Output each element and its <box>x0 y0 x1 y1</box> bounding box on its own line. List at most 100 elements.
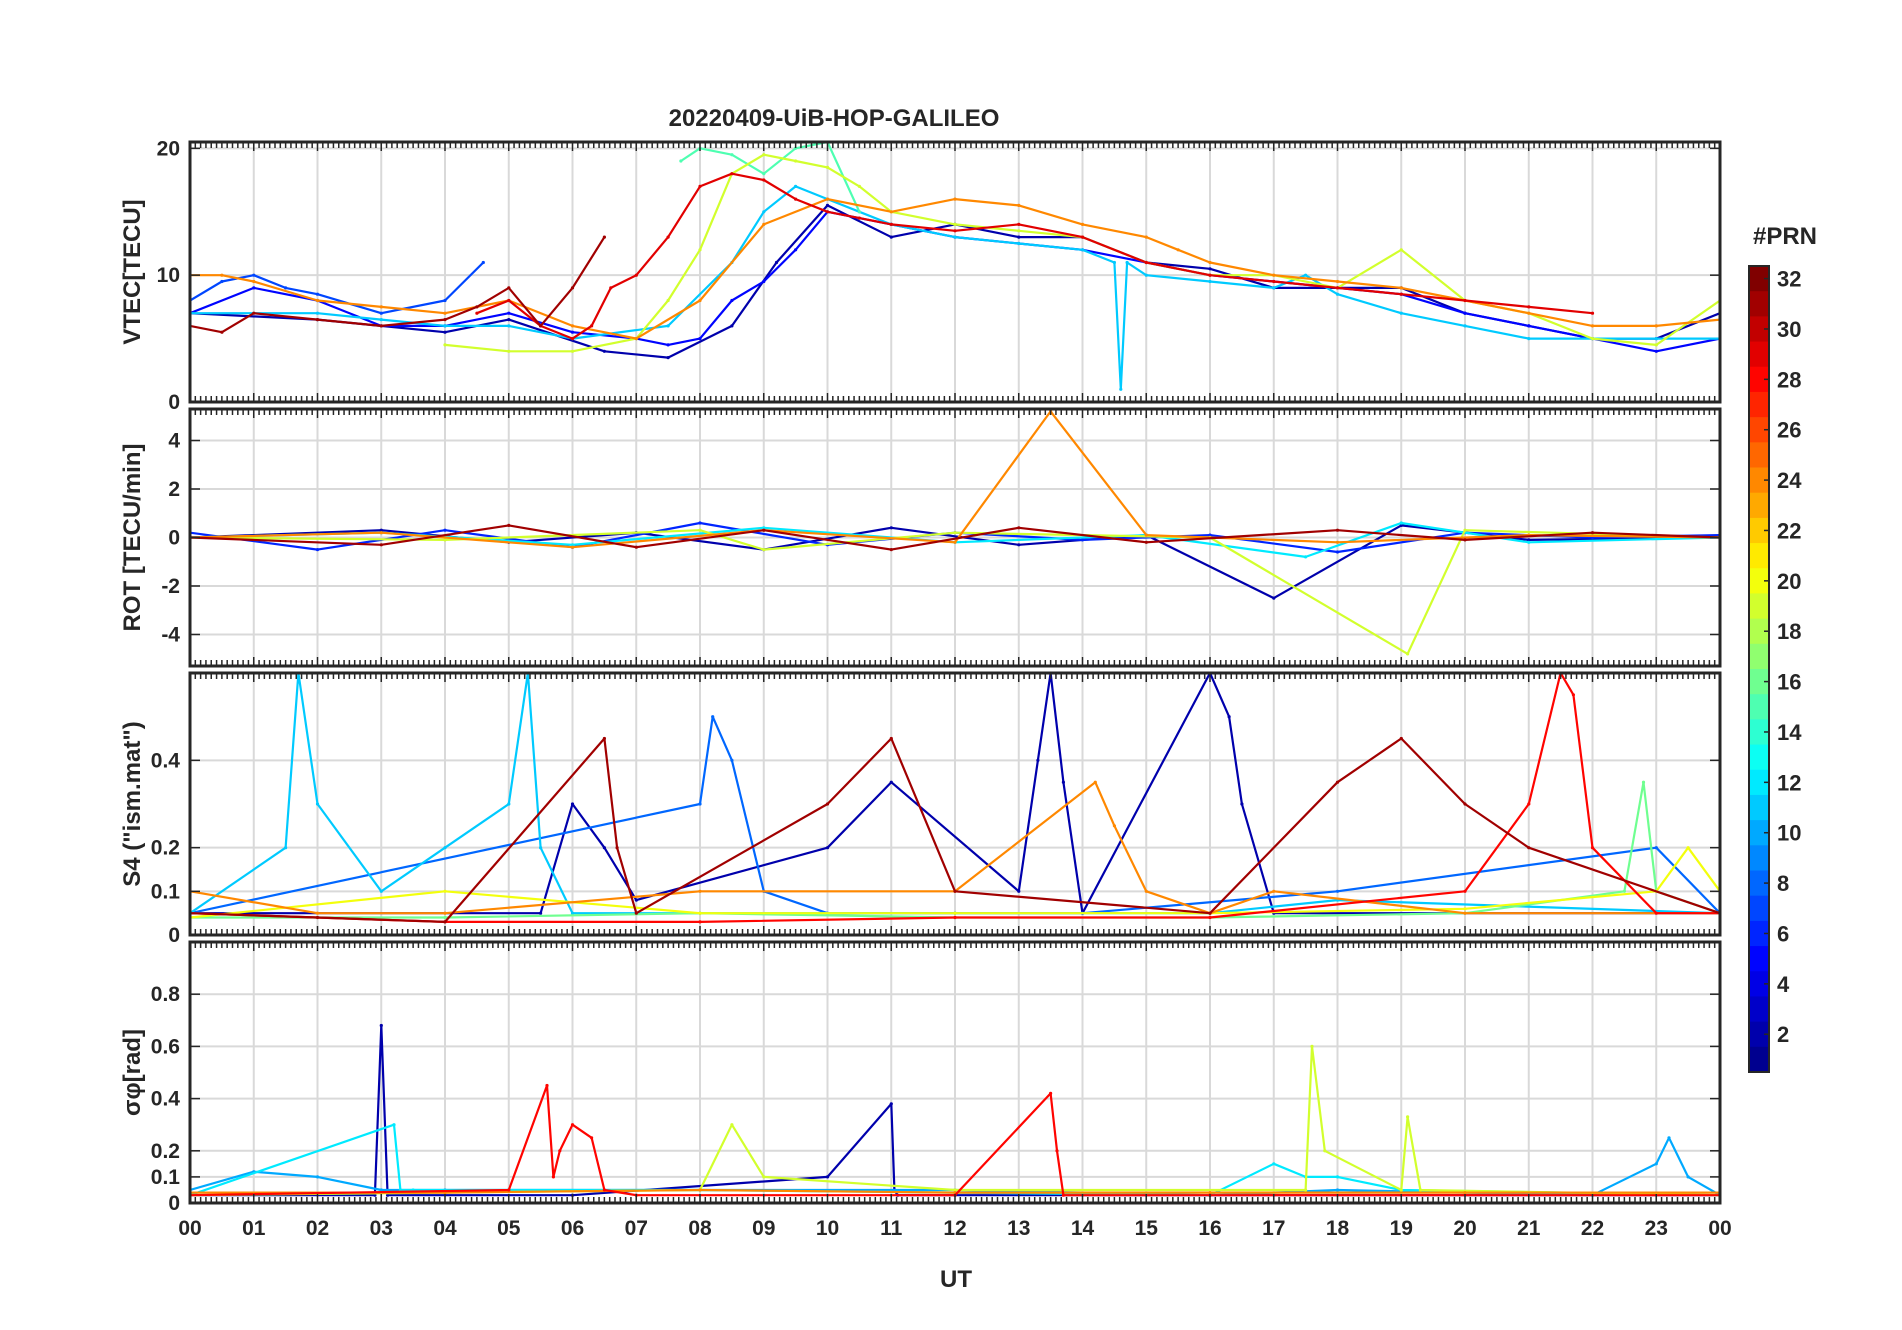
data-point <box>1654 1162 1658 1166</box>
data-point <box>953 531 957 535</box>
series-line-prn-29 <box>476 172 1593 340</box>
colorbar-segment <box>1749 517 1769 544</box>
data-point <box>602 1188 607 1192</box>
colorbar-tick-label: 18 <box>1777 619 1801 644</box>
data-point <box>953 197 957 201</box>
data-point <box>1272 279 1276 284</box>
data-point <box>570 286 575 290</box>
data-point <box>315 292 320 296</box>
data-point <box>539 324 543 328</box>
series-line-prn-31 <box>190 524 1720 551</box>
data-point <box>1017 222 1021 226</box>
data-point <box>730 758 734 762</box>
y-tick-label: 0.2 <box>151 837 180 860</box>
data-point <box>762 210 766 214</box>
data-point <box>1590 846 1595 850</box>
series-line-prn-2 <box>190 1024 1720 1197</box>
data-point <box>1654 911 1658 915</box>
data-point <box>698 298 702 303</box>
data-point <box>953 222 957 226</box>
data-point <box>443 324 447 328</box>
data-point <box>1686 846 1690 850</box>
data-point <box>379 1188 383 1192</box>
data-point <box>570 349 575 353</box>
y-tick-label: 4 <box>168 430 180 453</box>
x-tick-label: 21 <box>1517 1217 1541 1240</box>
data-point <box>1399 736 1403 741</box>
series-line-prn-24 <box>190 410 1720 549</box>
data-point <box>443 528 447 532</box>
data-point <box>220 330 224 334</box>
data-point <box>475 311 479 315</box>
colorbar-segment <box>1749 316 1769 343</box>
data-point <box>315 915 320 920</box>
data-point <box>762 178 766 182</box>
data-point <box>1304 1188 1308 1192</box>
data-point <box>1335 889 1340 893</box>
data-point <box>1093 780 1097 784</box>
y-tick-label: 0 <box>168 1192 180 1215</box>
colorbar-tick-label: 8 <box>1777 871 1789 896</box>
data-point <box>825 802 830 806</box>
x-tick-label: 20 <box>1453 1217 1476 1240</box>
series-group <box>190 673 1720 924</box>
data-point <box>953 889 957 893</box>
colorbar-segment <box>1749 291 1769 317</box>
colorbar-tick-label: 24 <box>1777 468 1802 493</box>
data-point <box>730 172 734 176</box>
data-point <box>507 298 511 303</box>
y-tick-label: -4 <box>161 623 180 646</box>
data-point <box>315 318 320 322</box>
data-point <box>379 305 383 309</box>
data-point <box>443 920 447 924</box>
data-point <box>698 521 702 525</box>
series-line-prn-24 <box>190 781 1720 915</box>
data-point <box>762 528 766 532</box>
data-point <box>570 543 575 547</box>
data-point <box>379 889 383 893</box>
data-point <box>443 311 447 315</box>
panel-sigma_phi: 0 0.1 0.2 0.4 0.6 0.8σφ[rad] <box>119 940 1722 1215</box>
data-point <box>762 279 766 284</box>
data-point <box>443 889 447 893</box>
data-point <box>1527 540 1531 544</box>
data-point <box>1323 1149 1327 1153</box>
data-point <box>1463 907 1467 911</box>
x-tick-label: 09 <box>752 1217 775 1240</box>
colorbar-segment <box>1749 266 1769 292</box>
x-tick-label: 00 <box>1708 1217 1731 1240</box>
y-axis-label: VTEC[TECU] <box>119 199 146 344</box>
colorbar-tick-label: 22 <box>1777 518 1801 543</box>
data-point <box>507 1188 511 1192</box>
y-axis-label: σφ[rad] <box>119 1029 146 1116</box>
y-tick-label: 0 <box>168 924 180 947</box>
data-point <box>1463 528 1467 532</box>
data-point <box>315 1175 320 1179</box>
series-group <box>190 1023 1720 1197</box>
series-line-prn-28 <box>190 673 1720 924</box>
data-point <box>252 279 256 284</box>
data-point <box>1654 846 1658 850</box>
data-point <box>953 911 957 915</box>
data-point <box>953 229 957 233</box>
colorbar-segment <box>1749 895 1769 922</box>
data-point <box>570 337 575 341</box>
data-point <box>762 222 766 226</box>
data-point <box>570 330 575 334</box>
x-tick-label: 10 <box>816 1217 839 1240</box>
data-point <box>558 1149 562 1153</box>
data-point <box>315 311 320 315</box>
data-point <box>1654 324 1658 328</box>
data-point <box>315 548 320 552</box>
data-point <box>698 802 702 806</box>
colorbar-segment <box>1749 744 1769 771</box>
data-point <box>379 528 383 532</box>
data-point <box>889 222 893 226</box>
panel-rot: -4 -2 0 2 4 ROT [TECU/min] <box>119 407 1722 668</box>
data-point <box>379 1023 383 1028</box>
data-point <box>284 286 288 290</box>
x-tick-label: 11 <box>880 1217 903 1240</box>
data-point <box>1080 248 1085 252</box>
data-point <box>386 1193 390 1197</box>
